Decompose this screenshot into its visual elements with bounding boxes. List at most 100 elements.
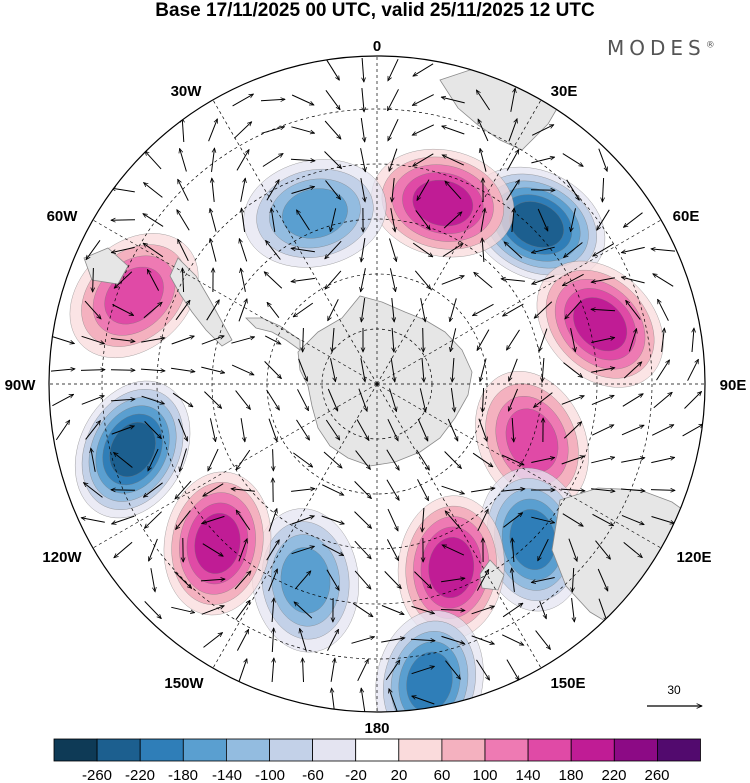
wind-vector <box>172 392 193 407</box>
wind-vector <box>506 659 519 681</box>
colorbar-swatch <box>613 738 658 762</box>
wind-vector <box>84 300 101 319</box>
wind-vector <box>291 126 314 133</box>
wind-vector <box>387 89 399 110</box>
lon-label-150w: 150W <box>164 675 204 692</box>
wind-vector <box>563 422 581 439</box>
wind-vector <box>412 242 433 257</box>
wind-vector <box>482 387 483 412</box>
wind-vector <box>390 208 395 232</box>
wind-vector <box>175 480 192 499</box>
wind-vector <box>111 338 135 342</box>
wind-vector <box>143 214 164 227</box>
wind-vector <box>236 510 251 531</box>
wind-vector <box>332 688 335 712</box>
wind-vector <box>571 598 575 622</box>
meridian <box>376 383 542 669</box>
wind-vector <box>598 598 607 622</box>
wind-vector <box>361 298 366 322</box>
wind-vector <box>298 358 308 381</box>
wind-vector <box>656 360 670 381</box>
wind-vector <box>563 362 583 378</box>
wind-vector <box>512 538 514 563</box>
wind-vector <box>602 177 603 202</box>
wind-vector <box>441 485 465 494</box>
wind-vector <box>471 635 495 644</box>
wind-vector <box>441 97 465 104</box>
wind-vector <box>422 357 424 382</box>
wind-vector <box>303 658 304 683</box>
wind-vector <box>86 240 101 259</box>
wind-vector <box>352 602 373 616</box>
wind-vector <box>441 578 465 583</box>
wind-vector <box>441 276 464 285</box>
wind-vector <box>238 299 247 322</box>
wind-vector <box>174 571 191 589</box>
wind-vector <box>445 181 462 200</box>
meridian <box>212 99 378 385</box>
wind-vector <box>653 392 672 409</box>
wind-vector <box>561 396 584 405</box>
wind-vector <box>621 424 644 436</box>
wind-vector <box>621 514 644 524</box>
wind-vector <box>207 448 219 471</box>
wind-vector <box>114 453 133 468</box>
wind-vector <box>389 689 398 712</box>
wind-vector <box>651 249 676 251</box>
wind-vector <box>180 448 187 472</box>
wind-vector <box>417 179 430 201</box>
wind-vector <box>530 190 555 191</box>
colorbar-tick: 140 <box>515 767 540 783</box>
wind-vector <box>360 178 365 202</box>
wind-vector <box>419 388 425 411</box>
registered-mark: ® <box>705 40 715 51</box>
wind-vector <box>501 634 524 646</box>
wind-vector <box>150 568 155 592</box>
wind-vector <box>626 300 641 320</box>
wind-vector <box>293 452 312 467</box>
wind-vector <box>595 540 611 560</box>
wind-vector <box>562 153 583 167</box>
wind-vector <box>235 390 251 410</box>
wind-vector <box>415 210 430 229</box>
wind-vector <box>93 267 94 292</box>
wind-vector <box>178 418 188 441</box>
anomaly-contour <box>194 513 241 574</box>
wind-vector <box>391 298 394 322</box>
wind-vector <box>412 124 435 136</box>
wind-vector <box>266 180 279 201</box>
wind-vector <box>91 448 96 472</box>
wind-vector <box>323 451 342 468</box>
wind-vector <box>593 243 614 256</box>
meridian <box>376 219 662 385</box>
colorbar-swatch <box>570 738 615 762</box>
lon-label-180: 180 <box>364 720 389 737</box>
wind-vector <box>231 337 254 344</box>
wind-vector <box>182 118 184 143</box>
wind-vectors <box>50 57 703 712</box>
wind-vector <box>201 336 224 345</box>
wind-vector <box>389 268 395 291</box>
wind-vector <box>85 421 101 440</box>
wind-vector <box>272 628 273 653</box>
wind-vector <box>542 357 544 382</box>
wind-vector <box>260 99 285 100</box>
wind-vector <box>445 511 462 530</box>
wind-vector <box>51 335 75 343</box>
wind-vector <box>414 571 431 589</box>
wind-vector <box>354 570 371 589</box>
wind-vector <box>506 180 520 201</box>
colorbar-swatch <box>53 738 98 762</box>
wind-vector <box>267 302 280 319</box>
wind-vector <box>661 328 665 352</box>
wind-vector <box>413 153 434 166</box>
wind-vector <box>140 369 165 371</box>
anomaly-contour <box>505 408 559 473</box>
colorbar-tick: -100 <box>255 767 285 783</box>
colorbar-tick: -60 <box>302 767 324 783</box>
wind-vector <box>450 298 457 321</box>
wind-vector <box>110 370 135 371</box>
wind-vector <box>442 544 465 556</box>
wind-vector <box>264 361 282 378</box>
brand-logo: MODES® <box>607 36 715 60</box>
